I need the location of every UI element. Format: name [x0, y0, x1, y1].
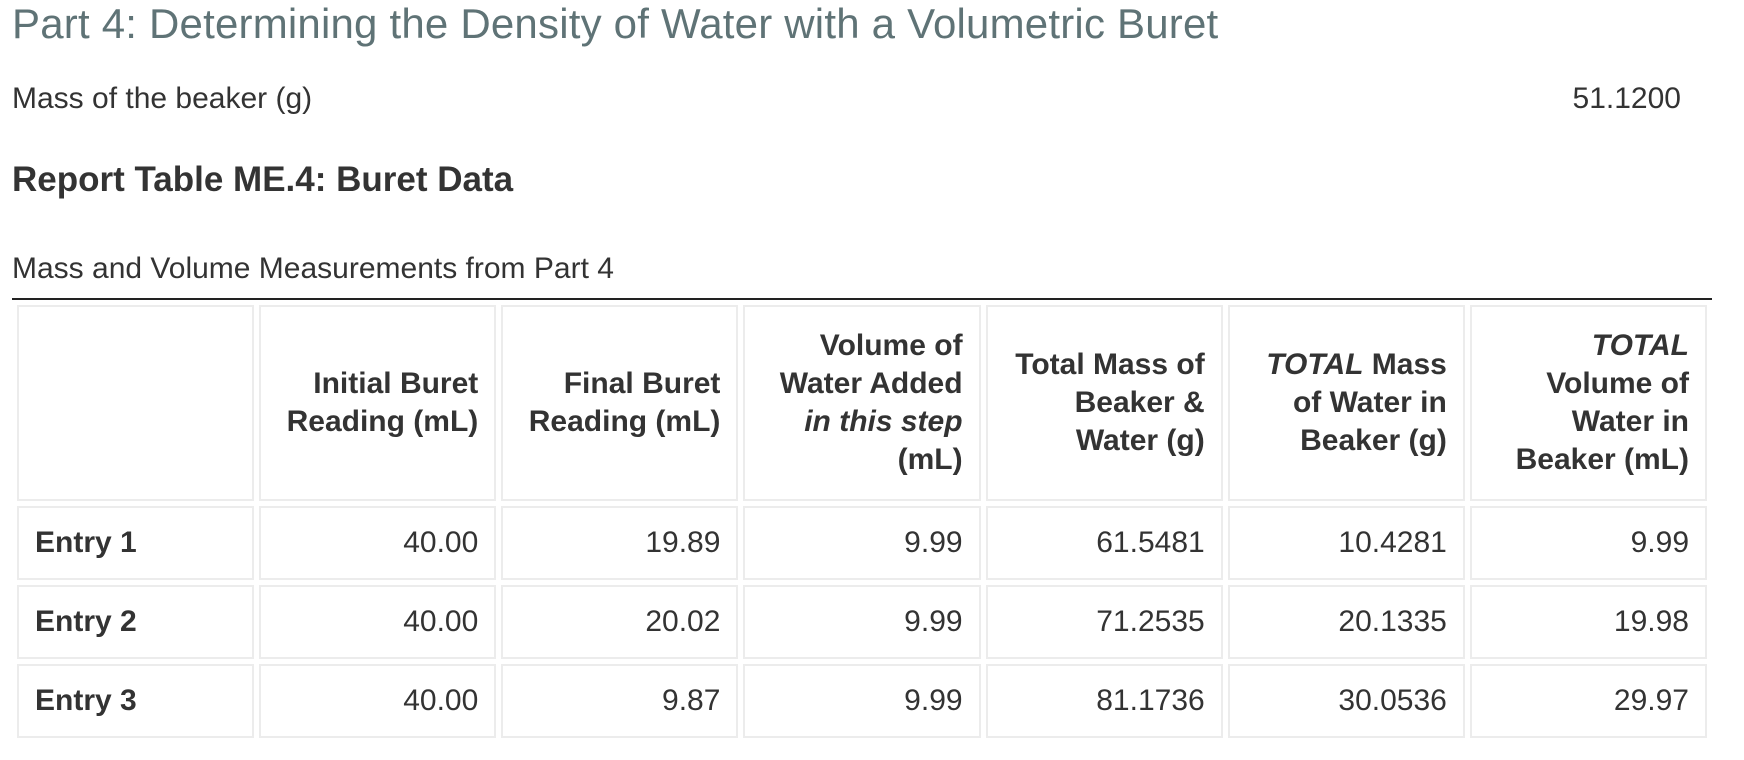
cell-total-water-mass: 30.0536: [1227, 664, 1465, 738]
table-row: Entry 2 40.00 20.02 9.99 71.2535 20.1335…: [17, 585, 1707, 659]
header-total-water-mass: TOTAL Mass of Water in Beaker (g): [1227, 305, 1465, 501]
cell-volume-added: 9.99: [743, 664, 981, 738]
cell-total-water-mass: 20.1335: [1227, 585, 1465, 659]
cell-total-mass: 61.5481: [985, 506, 1223, 580]
header-volume-added-text: Volume of Water Added: [779, 329, 963, 400]
cell-final-reading: 19.89: [501, 506, 739, 580]
row-label: Entry 2: [17, 585, 255, 659]
beaker-mass-label: Mass of the beaker (g): [12, 82, 313, 115]
cell-final-reading: 20.02: [501, 585, 739, 659]
header-total-water-mass-emphasis: TOTAL: [1266, 348, 1364, 381]
table-row: Entry 3 40.00 9.87 9.99 81.1736 30.0536 …: [17, 664, 1707, 738]
row-label: Entry 1: [17, 506, 255, 580]
table-row: Entry 1 40.00 19.89 9.99 61.5481 10.4281…: [17, 506, 1707, 580]
cell-total-water-volume: 9.99: [1469, 506, 1707, 580]
cell-total-mass: 71.2535: [985, 585, 1223, 659]
cell-total-water-volume: 19.98: [1469, 585, 1707, 659]
header-total-water-volume-emphasis: TOTAL: [1591, 329, 1689, 362]
header-total-water-mass-text: Mass of Water in Beaker (g): [1292, 348, 1447, 457]
header-total-mass-text: Total Mass of Beaker & Water (g): [1015, 348, 1205, 457]
row-label: Entry 3: [17, 664, 255, 738]
cell-initial-reading: 40.00: [259, 664, 497, 738]
header-volume-added-emphasis: in this step: [804, 405, 963, 438]
cell-volume-added: 9.99: [743, 506, 981, 580]
table-caption: Mass and Volume Measurements from Part 4: [12, 252, 614, 285]
table-header-row: Initial Buret Reading (mL) Final Buret R…: [17, 305, 1707, 501]
cell-total-mass: 81.1736: [985, 664, 1223, 738]
cell-total-water-volume: 29.97: [1469, 664, 1707, 738]
header-initial-text: Initial Buret Reading (mL): [286, 367, 479, 438]
part-title: Part 4: Determining the Density of Water…: [12, 0, 1219, 47]
report-table-title: Report Table ME.4: Buret Data: [12, 160, 514, 199]
caption-divider: [12, 298, 1712, 300]
cell-total-water-mass: 10.4281: [1227, 506, 1465, 580]
header-total-mass: Total Mass of Beaker & Water (g): [985, 305, 1223, 501]
cell-initial-reading: 40.00: [259, 585, 497, 659]
header-volume-added-unit: (mL): [897, 443, 963, 476]
cell-volume-added: 9.99: [743, 585, 981, 659]
cell-initial-reading: 40.00: [259, 506, 497, 580]
header-total-water-volume: TOTAL Volume of Water in Beaker (mL): [1469, 305, 1707, 501]
header-blank: [17, 305, 255, 501]
cell-final-reading: 9.87: [501, 664, 739, 738]
header-initial-buret-reading: Initial Buret Reading (mL): [259, 305, 497, 501]
header-total-water-volume-text: Volume of Water in Beaker (mL): [1515, 367, 1689, 476]
header-final-buret-reading: Final Buret Reading (mL): [501, 305, 739, 501]
beaker-mass-value: 51.1200: [1572, 82, 1681, 115]
header-volume-added: Volume of Water Added in this step (mL): [743, 305, 981, 501]
header-final-text: Final Buret Reading (mL): [528, 367, 721, 438]
buret-data-table: Initial Buret Reading (mL) Final Buret R…: [12, 300, 1712, 743]
